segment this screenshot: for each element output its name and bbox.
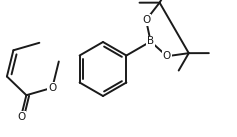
Text: B: B (147, 36, 154, 46)
Text: O: O (48, 83, 56, 93)
Text: O: O (142, 15, 150, 25)
Text: O: O (17, 112, 25, 122)
Text: O: O (163, 51, 171, 61)
